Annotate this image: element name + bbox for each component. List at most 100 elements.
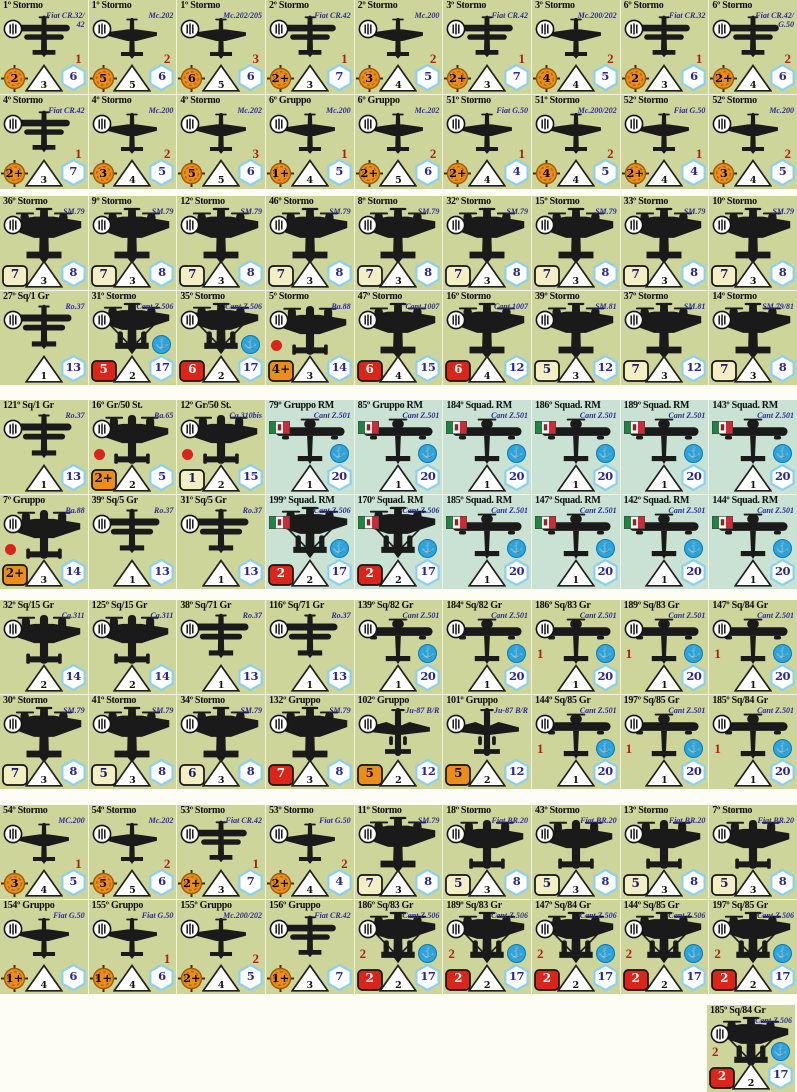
unit-counter[interactable]: 1º Stormo Mc.202 2 5 5 6: [88, 0, 177, 94]
unit-counter[interactable]: 32º Stormo SM.79 7 3 8: [443, 196, 531, 290]
unit-counter[interactable]: 199º Squad. RM Cant Z.506 2 2 ⚓ 17: [265, 495, 354, 589]
attack-target-rating: 2+: [1, 160, 28, 187]
unit-counter[interactable]: 186º Squad. RM Cant Z.501 1 ⚓ 20: [531, 400, 620, 494]
unit-counter[interactable]: 53º Stormo Fiat G.50 2 2+ 4 4: [265, 805, 354, 899]
unit-counter[interactable]: 31º Stormo Cant Z.506 5 2 ⚓ 17: [88, 291, 177, 385]
unit-counter[interactable]: 39º Sq/5 Gr Ro.37 1 13: [88, 495, 177, 589]
unit-counter[interactable]: 116º Sq/71 Gr Ro.37 1 13: [265, 600, 354, 694]
unit-counter[interactable]: 5º Stormo Ba.88 4+ 3 14: [265, 291, 354, 385]
unit-counter[interactable]: 6º Stormo Fiat CR.32 1 2 3 6: [620, 0, 709, 94]
range-value: 7: [246, 874, 255, 888]
unit-counter[interactable]: 53º Stormo Fiat CR.42 1 2+ 3 7: [177, 805, 265, 899]
unit-counter[interactable]: 101º Gruppo Ju-87 B/R 5 2 12: [443, 695, 531, 789]
unit-counter[interactable]: 125º Sq/15 Gr Ca.311 2 14: [88, 600, 177, 694]
unit-counter[interactable]: 197º Sq/85 Gr Cant Z.501 1 1 ⚓ 20: [620, 695, 709, 789]
unit-counter[interactable]: 30º Stormo SM.79 7 3 8: [0, 695, 88, 789]
unit-counter[interactable]: 51º Stormo Mc.200/202 2 4 4 5: [531, 95, 620, 189]
unit-counter[interactable]: 143º Squad. RM Cant Z.501 1 ⚓ 20: [709, 400, 797, 494]
unit-counter[interactable]: 54º Stormo MC.200 1 3 4 5: [0, 805, 88, 899]
unit-counter[interactable]: 13º Stormo Fiat BR.20 5 3 8: [620, 805, 709, 899]
unit-counter[interactable]: 132º Gruppo SM.79 7 3 8: [265, 695, 354, 789]
unit-counter[interactable]: 189º Squad. RM Cant Z.501 1 ⚓ 20: [620, 400, 709, 494]
unit-counter[interactable]: 142º Squad. RM Cant Z.501 1 ⚓ 20: [620, 495, 709, 589]
unit-counter[interactable]: 102º Gruppo Ju-87 B/R 5 2 12: [354, 695, 443, 789]
unit-name: 186º Squad. RM: [534, 400, 601, 411]
unit-counter[interactable]: 6º Gruppo Mc.202 2 2+ 5 6: [354, 95, 443, 189]
unit-counter[interactable]: 147º Sq/84 Gr Cant Z.506 2 2 2 ⚓ 17: [531, 900, 620, 994]
unit-counter[interactable]: 14º Stormo SM.79/81 7 3 8: [709, 291, 797, 385]
unit-counter[interactable]: 34º Stormo SM.79 6 3 8: [177, 695, 265, 789]
unit-counter[interactable]: 197º Sq/85 Gr Cant Z.506 2 2 2 ⚓ 17: [709, 900, 797, 994]
unit-counter[interactable]: 35º Stormo Cant Z.506 6 2 ⚓ 17: [177, 291, 265, 385]
unit-counter[interactable]: 12º Stormo SM.79 7 3 8: [177, 196, 265, 290]
unit-counter[interactable]: 41º Stormo SM.79 5 3 8: [88, 695, 177, 789]
range-hex-rating: 20: [592, 758, 618, 787]
unit-counter[interactable]: 121º Sq/1 Gr Ro.37 1 13: [0, 400, 88, 494]
unit-counter[interactable]: 18º Stormo Fiat BR.20 5 3 8: [443, 805, 531, 899]
unit-counter[interactable]: 47º Stormo Cant.1007 6 4 15: [354, 291, 443, 385]
unit-counter[interactable]: 189º Sq/83 Gr Cant Z.501 1 1 ⚓ 20: [620, 600, 709, 694]
unit-counter[interactable]: 147º Sq/84 Gr Cant Z.501 1 1 ⚓ 20: [709, 600, 797, 694]
unit-counter[interactable]: 27º Sq/1 Gr Ro.37 1 13: [0, 291, 88, 385]
unit-counter[interactable]: 54º Stormo Mc.202 2 5 5 6: [88, 805, 177, 899]
aircraft-type: Cant Z.501: [491, 506, 528, 515]
unit-counter[interactable]: 79º Gruppo RM Cant Z.501 1 ⚓ 20: [265, 400, 354, 494]
unit-counter[interactable]: 46º Stormo SM.79 7 3 8: [265, 196, 354, 290]
unit-counter[interactable]: 185º Squad. RM Cant Z.501 1 ⚓ 20: [443, 495, 531, 589]
unit-counter[interactable]: 51º Stormo Fiat G.50 1 2+ 4 4: [443, 95, 531, 189]
unit-counter[interactable]: 154º Gruppo Fiat G.50 1+ 4 6: [0, 900, 88, 994]
unit-counter[interactable]: 31º Sq/5 Gr Ro.37 1 13: [177, 495, 265, 589]
unit-counter[interactable]: 15º Stormo SM.79 7 3 8: [531, 196, 620, 290]
fasces-roundel-icon: [92, 419, 112, 444]
unit-counter[interactable]: 155º Gruppo Mc.200/202 2 2+ 4 5: [177, 900, 265, 994]
unit-counter[interactable]: 6º Gruppo Mc.200 1 1+ 4 5: [265, 95, 354, 189]
unit-counter[interactable]: 3º Stormo Fiat CR.42 1 2+ 3 7: [443, 0, 531, 94]
unit-counter[interactable]: 32º Sq/15 Gr Ca.311 2 14: [0, 600, 88, 694]
unit-counter[interactable]: 12º Gr/50 St. Ca.310bis 1 2 15: [177, 400, 265, 494]
unit-counter[interactable]: 37º Stormo SM.81 7 3 12: [620, 291, 709, 385]
unit-counter[interactable]: 85º Gruppo RM Cant Z.501 1 ⚓ 20: [354, 400, 443, 494]
unit-counter[interactable]: 185º Sq/84 Gr Cant Z.501 1 1 ⚓ 20: [709, 695, 797, 789]
unit-counter[interactable]: 4º Stormo Fiat CR.42 1 2+ 3 7: [0, 95, 88, 189]
unit-counter[interactable]: 147º Squad. RM Cant Z.501 1 ⚓ 20: [531, 495, 620, 589]
unit-counter[interactable]: 10º Stormo SM.79 7 3 8: [709, 196, 797, 290]
unit-counter[interactable]: 38º Sq/71 Gr Ro.37 1 13: [177, 600, 265, 694]
unit-counter[interactable]: 52º Stormo Fiat G.50 1 2+ 4 4: [620, 95, 709, 189]
unit-counter[interactable]: 186º Sq/83 Gr Cant Z.506 2 2 2 ⚓ 17: [354, 900, 443, 994]
unit-counter[interactable]: 8º Stormo SM.79 7 3 8: [354, 196, 443, 290]
unit-counter[interactable]: 2º Stormo Fiat CR.42 1 2+ 3 7: [265, 0, 354, 94]
unit-counter[interactable]: 1º Stormo Fiat CR.32/ 42 1 2 3 6: [0, 0, 88, 94]
unit-counter[interactable]: 7º Gruppo Ba.88 2+ 3 14: [0, 495, 88, 589]
unit-counter[interactable]: 155º Gruppo Fiat G.50 1 1+ 4 6: [88, 900, 177, 994]
unit-counter[interactable]: 4º Stormo Mc.202 3 5 5 6: [177, 95, 265, 189]
unit-counter[interactable]: 144º Sq/85 Gr Cant Z.501 1 1 ⚓ 20: [531, 695, 620, 789]
unit-counter[interactable]: 39º Stormo SM.81 5 3 12: [531, 291, 620, 385]
unit-counter[interactable]: 144º Sq/85 Gr Cant Z.506 2 2 2 ⚓ 17: [620, 900, 709, 994]
unit-counter[interactable]: 7º Stormo Fiat BR.20 5 3 8: [709, 805, 797, 899]
unit-counter[interactable]: 36º Stormo SM.79 7 3 8: [0, 196, 88, 290]
unit-counter[interactable]: 2º Stormo Mc.200 2 3 4 5: [354, 0, 443, 94]
unit-counter[interactable]: 3º Stormo Mc.200/202 2 4 4 5: [531, 0, 620, 94]
unit-counter[interactable]: 4º Stormo Mc.200 2 3 4 5: [88, 95, 177, 189]
unit-counter[interactable]: 170º Squad. RM Cant Z.506 2 2 ⚓ 17: [354, 495, 443, 589]
unit-counter[interactable]: 33º Stormo SM.79 7 3 8: [620, 196, 709, 290]
unit-counter[interactable]: 16º Gr/50 St. Ba.65 2+ 2 5: [88, 400, 177, 494]
unit-counter[interactable]: 144º Squad. RM Cant Z.501 1 ⚓ 20: [709, 495, 797, 589]
fasces-roundel-icon: [92, 714, 112, 739]
unit-counter[interactable]: 52º Stormo Mc.200 2 3 4 5: [709, 95, 797, 189]
unit-counter[interactable]: 156º Gruppo Fiat CR.42 1+ 3 7: [265, 900, 354, 994]
unit-counter[interactable]: 189º Sq/83 Gr Cant Z.506 2 2 2 ⚓ 17: [443, 900, 531, 994]
unit-counter[interactable]: 6º Stormo Fiat CR.42/ G.50 2 2+ 4 6: [709, 0, 797, 94]
unit-counter[interactable]: 16º Stormo Cant.1007 6 4 12: [443, 291, 531, 385]
unit-counter[interactable]: 1º Stormo Mc.202/205 3 6 5 6: [177, 0, 265, 94]
attack-square-rating: 5: [534, 874, 560, 896]
unit-counter[interactable]: 184º Sq/82 Gr Cant Z.501 1 ⚓ 20: [443, 600, 531, 694]
unit-counter[interactable]: 186º Sq/83 Gr Cant Z.501 1 1 ⚓ 20: [531, 600, 620, 694]
unit-counter[interactable]: 11º Stormo SM.79 7 3 8: [354, 805, 443, 899]
unit-counter[interactable]: 43º Stormo Fiat BR.20 5 3 8: [531, 805, 620, 899]
unit-counter[interactable]: 185º Sq/84 Gr Cant Z.506 2 2 2 ⚓ 17: [707, 1005, 795, 1092]
unit-counter[interactable]: 9º Stormo SM.79 7 3 8: [88, 196, 177, 290]
attack-target-rating: 1+: [266, 965, 294, 992]
unit-counter[interactable]: 139º Sq/82 Gr Cant Z.501 1 ⚓ 20: [354, 600, 443, 694]
unit-counter[interactable]: 184º Squad. RM Cant Z.501 1 ⚓ 20: [443, 400, 531, 494]
